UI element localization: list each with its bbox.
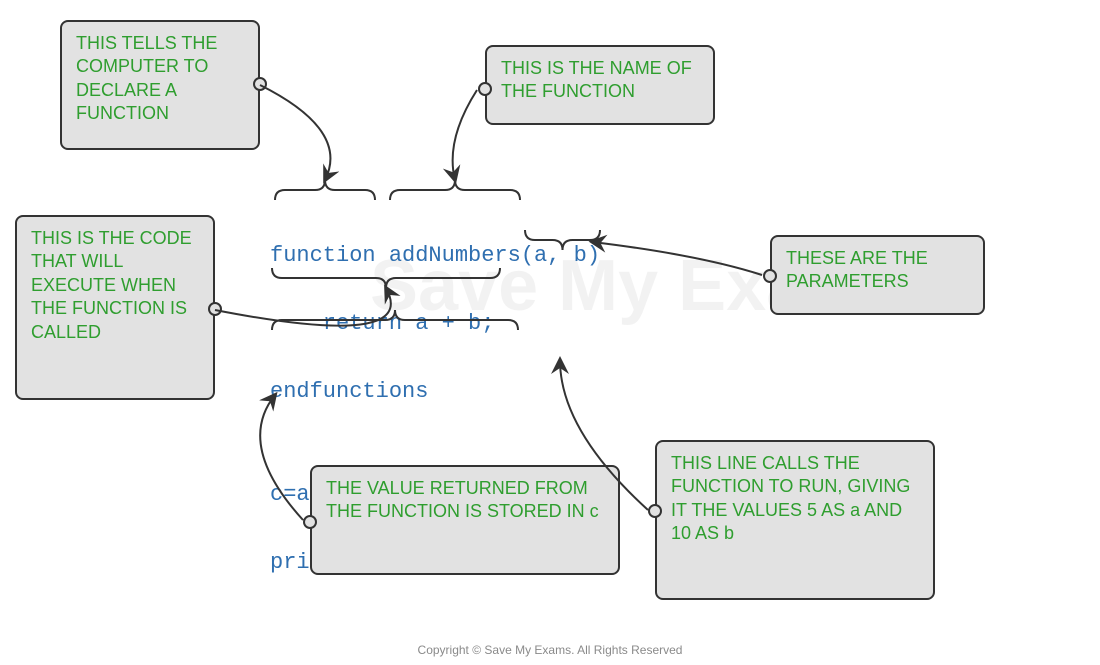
code-line-1: function addNumbers(a, b)	[270, 239, 600, 273]
annotation-function-body: THIS IS THE CODE THAT WILL EXECUTE WHEN …	[15, 215, 215, 400]
tag-notch-icon	[648, 504, 662, 518]
code-line-2: return a + b;	[270, 307, 600, 341]
annotation-parameters: THESE ARE THE PARAMETERS	[770, 235, 985, 315]
annotation-text: THIS IS THE NAME OF THE FUNCTION	[501, 58, 692, 101]
tag-notch-icon	[253, 77, 267, 91]
annotation-text: THESE ARE THE PARAMETERS	[786, 248, 928, 291]
annotation-return-stored: THE VALUE RETURNED FROM THE FUNCTION IS …	[310, 465, 620, 575]
copyright-text: Copyright © Save My Exams. All Rights Re…	[0, 643, 1100, 657]
annotation-text: THIS IS THE CODE THAT WILL EXECUTE WHEN …	[31, 228, 192, 342]
annotation-function-call: THIS LINE CALLS THE FUNCTION TO RUN, GIV…	[655, 440, 935, 600]
code-line-3: endfunctions	[270, 375, 600, 409]
annotation-text: THE VALUE RETURNED FROM THE FUNCTION IS …	[326, 478, 599, 521]
annotation-function-name: THIS IS THE NAME OF THE FUNCTION	[485, 45, 715, 125]
tag-notch-icon	[208, 302, 222, 316]
annotation-text: THIS LINE CALLS THE FUNCTION TO RUN, GIV…	[671, 453, 910, 543]
annotation-declare-function: THIS TELLS THE COMPUTER TO DECLARE A FUN…	[60, 20, 260, 150]
annotation-text: THIS TELLS THE COMPUTER TO DECLARE A FUN…	[76, 33, 217, 123]
tag-notch-icon	[303, 515, 317, 529]
tag-notch-icon	[763, 269, 777, 283]
tag-notch-icon	[478, 82, 492, 96]
